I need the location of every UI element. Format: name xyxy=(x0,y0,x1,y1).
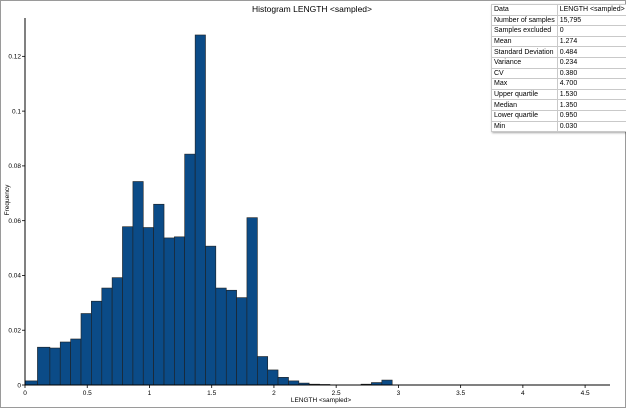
stats-row: Data LENGTH <sampled> xyxy=(491,4,626,16)
x-tick-label: 0 xyxy=(23,390,27,397)
stats-value: 0.234 xyxy=(556,56,626,69)
stats-row: Variance 0.234 xyxy=(491,56,626,69)
histogram-bar-7 xyxy=(91,300,103,386)
histogram-bar-23 xyxy=(257,356,269,386)
stats-row: Max 4.700 xyxy=(491,78,626,90)
stats-key: Min xyxy=(491,120,558,133)
stats-row: Mean 1.274 xyxy=(491,35,626,48)
stats-key: CV xyxy=(491,67,558,80)
x-tick-label: 0.5 xyxy=(83,390,92,397)
histogram-bar-10 xyxy=(122,226,134,386)
y-tick-label: 0 xyxy=(17,382,21,389)
histogram-bar-25 xyxy=(277,377,289,386)
stats-key: Lower quartile xyxy=(491,109,558,122)
y-axis-label: Frequency xyxy=(4,184,11,215)
x-tick-label: 2.5 xyxy=(332,390,341,397)
histogram-bar-26 xyxy=(288,380,300,386)
stats-row: Median 1.350 xyxy=(491,99,626,111)
x-axis-label: LENGTH <sampled> xyxy=(291,397,352,404)
stats-row: Lower quartile 0.950 xyxy=(491,109,626,122)
histogram-bar-22 xyxy=(246,217,258,386)
histogram-bar-2 xyxy=(37,346,51,386)
stats-row: Standard Deviation 0.484 xyxy=(491,46,626,58)
y-tick-label: 0.06 xyxy=(8,218,21,225)
stats-key: Mean xyxy=(491,35,558,48)
stats-key: Samples excluded xyxy=(491,25,558,37)
stats-value: 0.380 xyxy=(556,67,626,80)
histogram-bar-16 xyxy=(184,153,196,386)
stats-value: 0.484 xyxy=(556,46,626,58)
histogram-bar-1 xyxy=(24,380,38,386)
histogram-bar-11 xyxy=(132,181,144,386)
stats-row: CV 0.380 xyxy=(491,67,626,80)
histogram-bar-12 xyxy=(142,227,154,386)
stats-value: 0.030 xyxy=(556,120,626,133)
stats-key: Upper quartile xyxy=(491,88,558,101)
stats-row: Samples excluded 0 xyxy=(491,25,626,37)
stats-key: Median xyxy=(491,99,558,111)
histogram-bar-24 xyxy=(267,369,279,386)
y-tick-label: 0.02 xyxy=(8,328,21,335)
stats-value: 1.350 xyxy=(556,99,626,111)
stats-value: 15,795 xyxy=(556,14,626,27)
y-tick-label: 0.04 xyxy=(8,273,21,280)
stats-row: Min 0.030 xyxy=(491,120,626,133)
x-tick-label: 3.5 xyxy=(456,390,465,397)
histogram-bar-9 xyxy=(111,277,123,386)
statistics-table: Data LENGTH <sampled> Number of samples 15,… xyxy=(491,4,626,133)
stats-key: Standard Deviation xyxy=(491,46,558,58)
stats-row: Upper quartile 1.530 xyxy=(491,88,626,101)
histogram-bar-13 xyxy=(153,203,165,386)
stats-value: 4.700 xyxy=(556,78,626,90)
stats-key: Max xyxy=(491,78,558,90)
x-tick-label: 4.5 xyxy=(581,390,590,397)
histogram-bar-18 xyxy=(205,245,217,386)
stats-value: 0 xyxy=(556,25,626,37)
histogram-bar-8 xyxy=(101,287,113,386)
histogram-bar-14 xyxy=(163,237,175,386)
stats-value: 0.950 xyxy=(556,109,626,122)
histogram-bar-32 xyxy=(381,379,393,386)
histogram-bar-15 xyxy=(174,236,185,386)
y-tick-label: 0.1 xyxy=(12,108,21,115)
y-tick-label: 0.12 xyxy=(8,54,21,61)
histogram-bar-21 xyxy=(236,297,248,386)
y-tick-label: 0.08 xyxy=(8,163,21,170)
stats-key: Number of samples xyxy=(491,14,558,27)
histogram-bar-5 xyxy=(70,338,82,386)
stats-value: 1.530 xyxy=(556,88,626,101)
histogram-bar-20 xyxy=(225,289,237,386)
x-tick-label: 2 xyxy=(272,390,276,397)
histogram-bar-19 xyxy=(215,287,227,386)
x-tick-label: 4 xyxy=(521,390,525,397)
x-tick-label: 1.5 xyxy=(207,390,216,397)
stats-value: 1.274 xyxy=(556,35,626,48)
histogram-bar-17 xyxy=(194,34,206,386)
chart-title: Histogram LENGTH <sampled> xyxy=(252,4,372,14)
stats-key: Variance xyxy=(491,56,558,69)
histogram-bar-4 xyxy=(59,341,71,386)
stats-value: LENGTH <sampled> xyxy=(556,4,626,16)
stats-key: Data xyxy=(491,4,558,16)
x-tick-label: 1 xyxy=(148,390,152,397)
stats-row: Number of samples 15,795 xyxy=(491,14,626,27)
histogram-bar-3 xyxy=(49,347,61,386)
x-tick-label: 3 xyxy=(397,390,401,397)
histogram-bar-6 xyxy=(80,313,92,386)
